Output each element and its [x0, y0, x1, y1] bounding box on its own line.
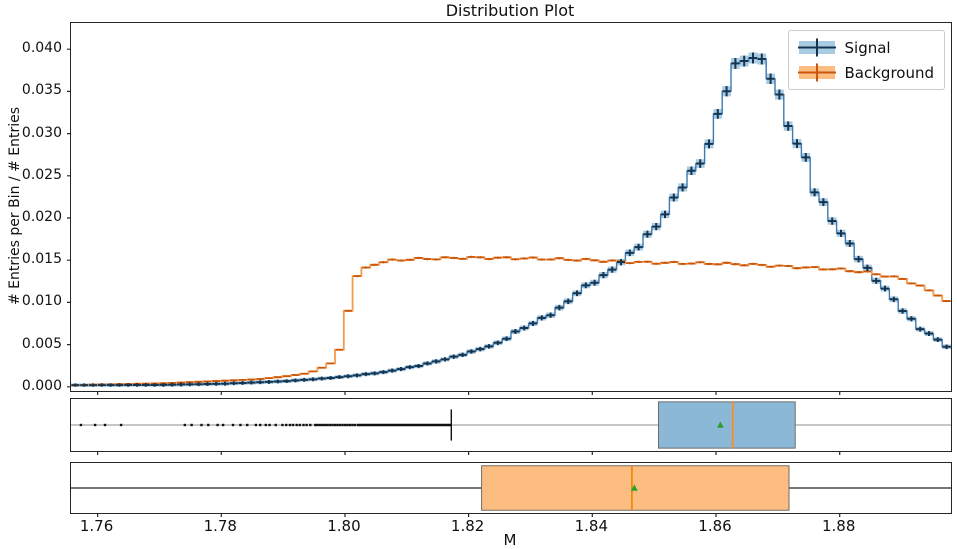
y-tick-label: 0.000: [21, 377, 62, 394]
legend-patch-signal-icon: [797, 38, 836, 57]
x-tick-label: 1.80: [327, 517, 361, 535]
x-axis-label: M: [503, 531, 517, 549]
legend-patch-background-icon: [797, 63, 836, 82]
x-tick-label: 1.76: [79, 517, 114, 535]
y-tick-label: 0.010: [21, 293, 62, 310]
main-plot-area: Signal Background: [67, 22, 952, 395]
legend-label: Background: [844, 63, 935, 82]
legend: Signal Background: [787, 30, 945, 90]
y-tick-label: 0.020: [21, 208, 62, 225]
y-tick-label: 0.030: [21, 124, 62, 141]
histogram-canvas: [67, 48, 951, 395]
legend-entry-signal: Signal: [797, 38, 935, 57]
y-tick-label: 0.015: [21, 251, 62, 268]
x-tick-label: 1.78: [203, 517, 237, 535]
y-tick-label: 0.035: [21, 82, 62, 99]
y-tick-label: 0.005: [21, 335, 62, 352]
legend-entry-background: Background: [797, 63, 935, 82]
x-tick-label: 1.88: [821, 517, 856, 535]
background-boxplot-area: [70, 462, 952, 517]
y-tick-label: 0.025: [21, 166, 62, 183]
plot-title: Distribution Plot: [445, 1, 575, 20]
y-tick-label: 0.040: [21, 40, 62, 57]
signal-boxplot-area: [70, 398, 952, 455]
x-tick-label: 1.86: [698, 517, 732, 535]
signal-boxplot-canvas: [71, 401, 951, 455]
x-tick-label: 1.84: [574, 517, 609, 535]
legend-label: Signal: [844, 38, 891, 57]
background-boxplot-canvas: [71, 465, 951, 517]
x-tick-label: 1.82: [450, 517, 485, 535]
